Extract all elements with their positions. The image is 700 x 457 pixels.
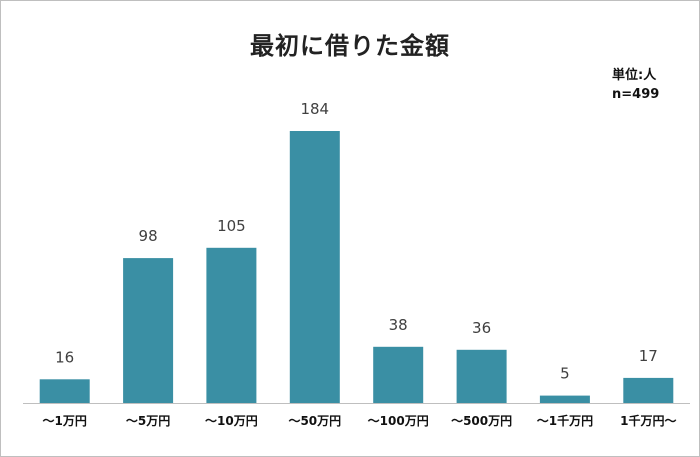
bars-layer bbox=[39, 131, 674, 403]
bar bbox=[289, 131, 340, 403]
x-tick-label: ～500万円 bbox=[451, 414, 512, 428]
bar-value-label: 36 bbox=[472, 319, 491, 337]
x-tick-label: ～50万円 bbox=[288, 414, 341, 428]
bar-value-label: 5 bbox=[560, 365, 570, 383]
bar-value-label: 98 bbox=[139, 227, 158, 245]
bar-value-label: 184 bbox=[300, 100, 329, 118]
bar-value-label: 17 bbox=[639, 347, 658, 365]
x-tick-label: ～10万円 bbox=[205, 414, 258, 428]
bar-value-label: 16 bbox=[55, 348, 74, 366]
x-tick-label: 1千万円～ bbox=[620, 413, 676, 428]
bar bbox=[456, 349, 507, 403]
tick-labels-layer: ～1万円 ～5万円 ～10万円 ～50万円 ～100万円 ～500万円 ～1千万円 1千万円～ bbox=[43, 413, 677, 428]
unit-label: 単位:人 bbox=[612, 68, 657, 83]
bar bbox=[539, 395, 590, 403]
x-tick-label: ～1千万円 bbox=[537, 413, 593, 428]
unit-note: 単位:人 n=499 bbox=[612, 66, 659, 104]
bar bbox=[206, 247, 257, 403]
bar bbox=[623, 377, 674, 403]
bar-value-label: 38 bbox=[389, 316, 408, 334]
bar bbox=[373, 346, 424, 403]
x-tick-label: ～1万円 bbox=[43, 414, 87, 428]
x-tick-label: ～100万円 bbox=[368, 414, 429, 428]
bar-value-label: 105 bbox=[217, 217, 246, 235]
bar bbox=[39, 379, 90, 403]
bar bbox=[123, 258, 174, 403]
chart-title: 最初に借りた金額 bbox=[250, 32, 450, 60]
value-labels-layer: 16 98 105 184 38 36 5 17 bbox=[55, 100, 658, 383]
x-tick-label: ～5万円 bbox=[126, 414, 170, 428]
sample-size-label: n=499 bbox=[612, 87, 660, 102]
